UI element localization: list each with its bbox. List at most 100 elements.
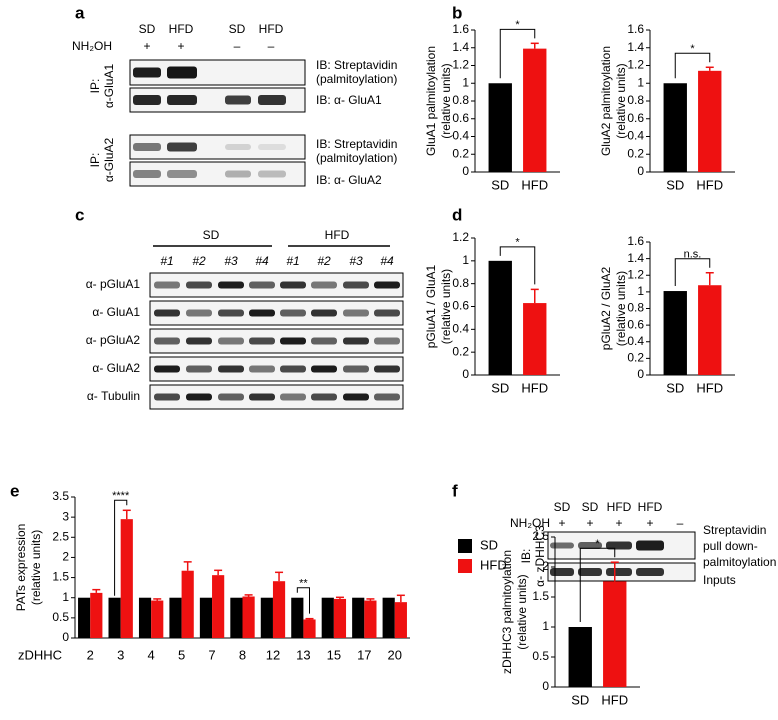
label: GluA1 palmitoylation (424, 46, 438, 156)
label: 0.5 (532, 649, 549, 663)
label: #1 (286, 254, 299, 268)
band (343, 337, 369, 345)
label: 1 (462, 253, 469, 267)
label: a (75, 3, 85, 22)
band (186, 393, 212, 401)
label: α- pGluA2 (86, 333, 141, 347)
label: 1 (637, 75, 644, 89)
band (311, 309, 337, 317)
label: 0.6 (452, 299, 469, 313)
significance-bracket (114, 499, 128, 596)
legend-swatch (458, 559, 472, 573)
label: e (10, 481, 19, 500)
band (218, 365, 244, 373)
label: 1.5 (52, 570, 69, 584)
significance-bracket (579, 547, 616, 622)
bar (603, 581, 627, 687)
label: #4 (255, 254, 269, 268)
band (225, 95, 251, 105)
label: (palmitoylation) (316, 151, 397, 165)
label: 5 (178, 647, 185, 662)
label: * (515, 19, 520, 31)
label: + (143, 39, 150, 53)
label: #4 (380, 254, 394, 268)
label: 20 (388, 647, 402, 662)
band (154, 365, 180, 373)
label: HFD (696, 380, 723, 395)
label: + (177, 39, 184, 53)
label: SD (666, 177, 684, 192)
band (154, 393, 180, 401)
band (606, 568, 632, 576)
label: IP: (88, 79, 102, 94)
band (218, 281, 244, 289)
bar (138, 597, 152, 638)
band (218, 393, 244, 401)
bar (291, 597, 304, 638)
label: 2 (87, 647, 94, 662)
label: 8 (239, 647, 246, 662)
label: HFD (521, 380, 548, 395)
label: zDHHC3 palmitoylation (500, 550, 514, 674)
label: SD (582, 500, 599, 514)
band (280, 393, 306, 401)
label: ** (299, 578, 308, 590)
bar (523, 48, 547, 173)
band (249, 281, 275, 289)
bar (364, 600, 377, 638)
label: #2 (317, 254, 331, 268)
label: * (595, 538, 600, 550)
legend-swatch (458, 539, 472, 553)
label: HFD (325, 228, 350, 242)
band (133, 67, 161, 78)
label: 3.5 (52, 489, 69, 503)
band (258, 95, 286, 105)
band (311, 365, 337, 373)
label: 13 (296, 647, 310, 662)
bar (568, 627, 592, 687)
label: 1.2 (627, 58, 644, 72)
label: + (646, 516, 653, 530)
label: palmitoylation (703, 555, 776, 569)
label: HFD (259, 22, 284, 36)
band (311, 393, 337, 401)
band (636, 568, 664, 576)
label: pull down- (703, 539, 758, 553)
band (343, 309, 369, 317)
label: 0.5 (52, 610, 69, 624)
band (249, 337, 275, 345)
significance-bracket (499, 28, 536, 79)
label: (relative units) (439, 269, 453, 344)
label: 0 (62, 630, 69, 644)
band (578, 542, 602, 549)
label: HFD (169, 22, 194, 36)
bar (382, 597, 395, 638)
band (225, 170, 251, 178)
bar (242, 596, 255, 638)
label: 0 (542, 679, 549, 693)
band (280, 337, 306, 345)
label: GluA2 palmitoylation (599, 46, 613, 156)
band (249, 309, 275, 317)
band (186, 281, 212, 289)
band (343, 393, 369, 401)
band (133, 95, 161, 105)
band (167, 66, 197, 79)
label: 1.2 (452, 230, 469, 244)
label: * (690, 43, 695, 55)
label: (relative units) (439, 63, 453, 138)
band (258, 170, 286, 178)
label: 3 (62, 509, 69, 523)
label: IB: α- GluA1 (316, 93, 382, 107)
label: IB: Streptavidin (316, 137, 397, 151)
label: α- Tubulin (87, 389, 140, 403)
label: – (268, 39, 275, 53)
label: (relative units) (515, 574, 529, 649)
significance-bracket (296, 587, 310, 614)
label: SD (554, 500, 571, 514)
label: #3 (224, 254, 238, 268)
band (249, 365, 275, 373)
band (374, 337, 400, 345)
bar (78, 597, 91, 638)
label: 0 (637, 367, 644, 381)
